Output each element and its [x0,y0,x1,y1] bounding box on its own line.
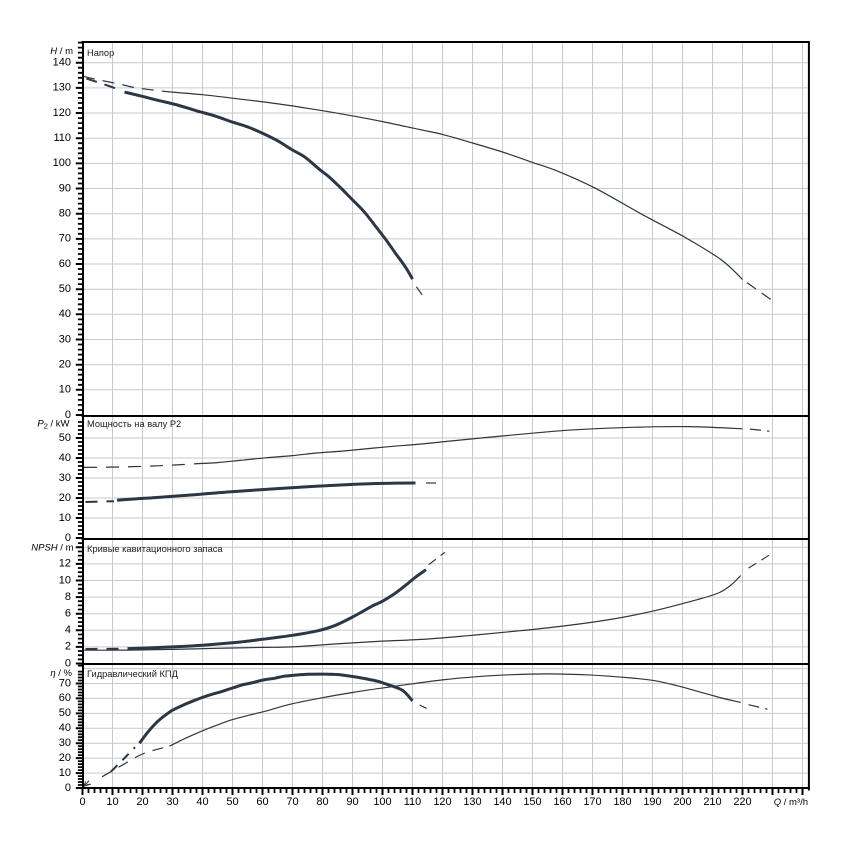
svg-text:130: 130 [53,82,71,94]
svg-text:Гидравлический КПД: Гидравлический КПД [87,669,179,679]
svg-text:140: 140 [493,796,511,808]
svg-text:0: 0 [65,657,71,669]
svg-text:60: 60 [256,796,268,808]
svg-text:50: 50 [59,283,71,295]
svg-text:30: 30 [59,472,71,484]
svg-text:20: 20 [59,492,71,504]
svg-text:P2 / kW: P2 / kW [37,419,69,431]
svg-text:40: 40 [196,796,208,808]
svg-text:40: 40 [59,308,71,320]
svg-text:6: 6 [65,608,71,620]
svg-text:110: 110 [53,132,71,144]
svg-text:170: 170 [583,796,601,808]
svg-text:90: 90 [59,182,71,194]
svg-text:100: 100 [373,796,391,808]
svg-text:70: 70 [286,796,298,808]
svg-text:10: 10 [59,767,71,779]
svg-text:0: 0 [65,532,71,544]
svg-text:210: 210 [703,796,721,808]
svg-text:30: 30 [59,333,71,345]
svg-text:150: 150 [523,796,541,808]
svg-text:Мощность на валу P2: Мощность на валу P2 [87,419,181,429]
svg-text:120: 120 [53,107,71,119]
svg-text:10: 10 [59,512,71,524]
svg-text:140: 140 [53,57,71,69]
svg-text:10: 10 [106,796,118,808]
svg-text:30: 30 [166,796,178,808]
svg-text:60: 60 [59,258,71,270]
svg-text:H / m: H / m [50,46,73,57]
svg-text:160: 160 [553,796,571,808]
svg-text:40: 40 [59,722,71,734]
svg-text:20: 20 [59,752,71,764]
svg-text:70: 70 [59,677,71,689]
svg-text:2: 2 [65,641,71,653]
svg-text:80: 80 [316,796,328,808]
svg-text:Кривые кавитационного запаса: Кривые кавитационного запаса [87,544,223,554]
svg-text:10: 10 [59,384,71,396]
svg-text:60: 60 [59,692,71,704]
svg-text:20: 20 [136,796,148,808]
svg-text:4: 4 [65,624,71,636]
svg-text:0: 0 [79,796,85,808]
svg-text:0: 0 [65,409,71,421]
svg-text:Q / m³/h: Q / m³/h [774,797,808,808]
svg-text:130: 130 [463,796,481,808]
svg-text:100: 100 [53,157,71,169]
svg-text:110: 110 [404,796,422,808]
svg-text:70: 70 [59,233,71,245]
svg-text:η / %: η / % [50,668,72,679]
svg-text:50: 50 [59,707,71,719]
svg-text:220: 220 [733,796,751,808]
svg-text:0: 0 [65,782,71,794]
svg-text:40: 40 [59,452,71,464]
svg-text:8: 8 [65,591,71,603]
svg-text:180: 180 [613,796,631,808]
svg-text:Напор: Напор [87,48,114,58]
svg-text:10: 10 [59,574,71,586]
svg-text:50: 50 [226,796,238,808]
svg-text:200: 200 [673,796,691,808]
svg-text:30: 30 [59,737,71,749]
svg-text:50: 50 [59,432,71,444]
svg-text:90: 90 [346,796,358,808]
svg-text:80: 80 [59,208,71,220]
svg-text:12: 12 [59,558,71,570]
svg-text:120: 120 [433,796,451,808]
svg-text:NPSH / m: NPSH / m [31,542,73,553]
svg-text:20: 20 [59,359,71,371]
svg-text:190: 190 [643,796,661,808]
